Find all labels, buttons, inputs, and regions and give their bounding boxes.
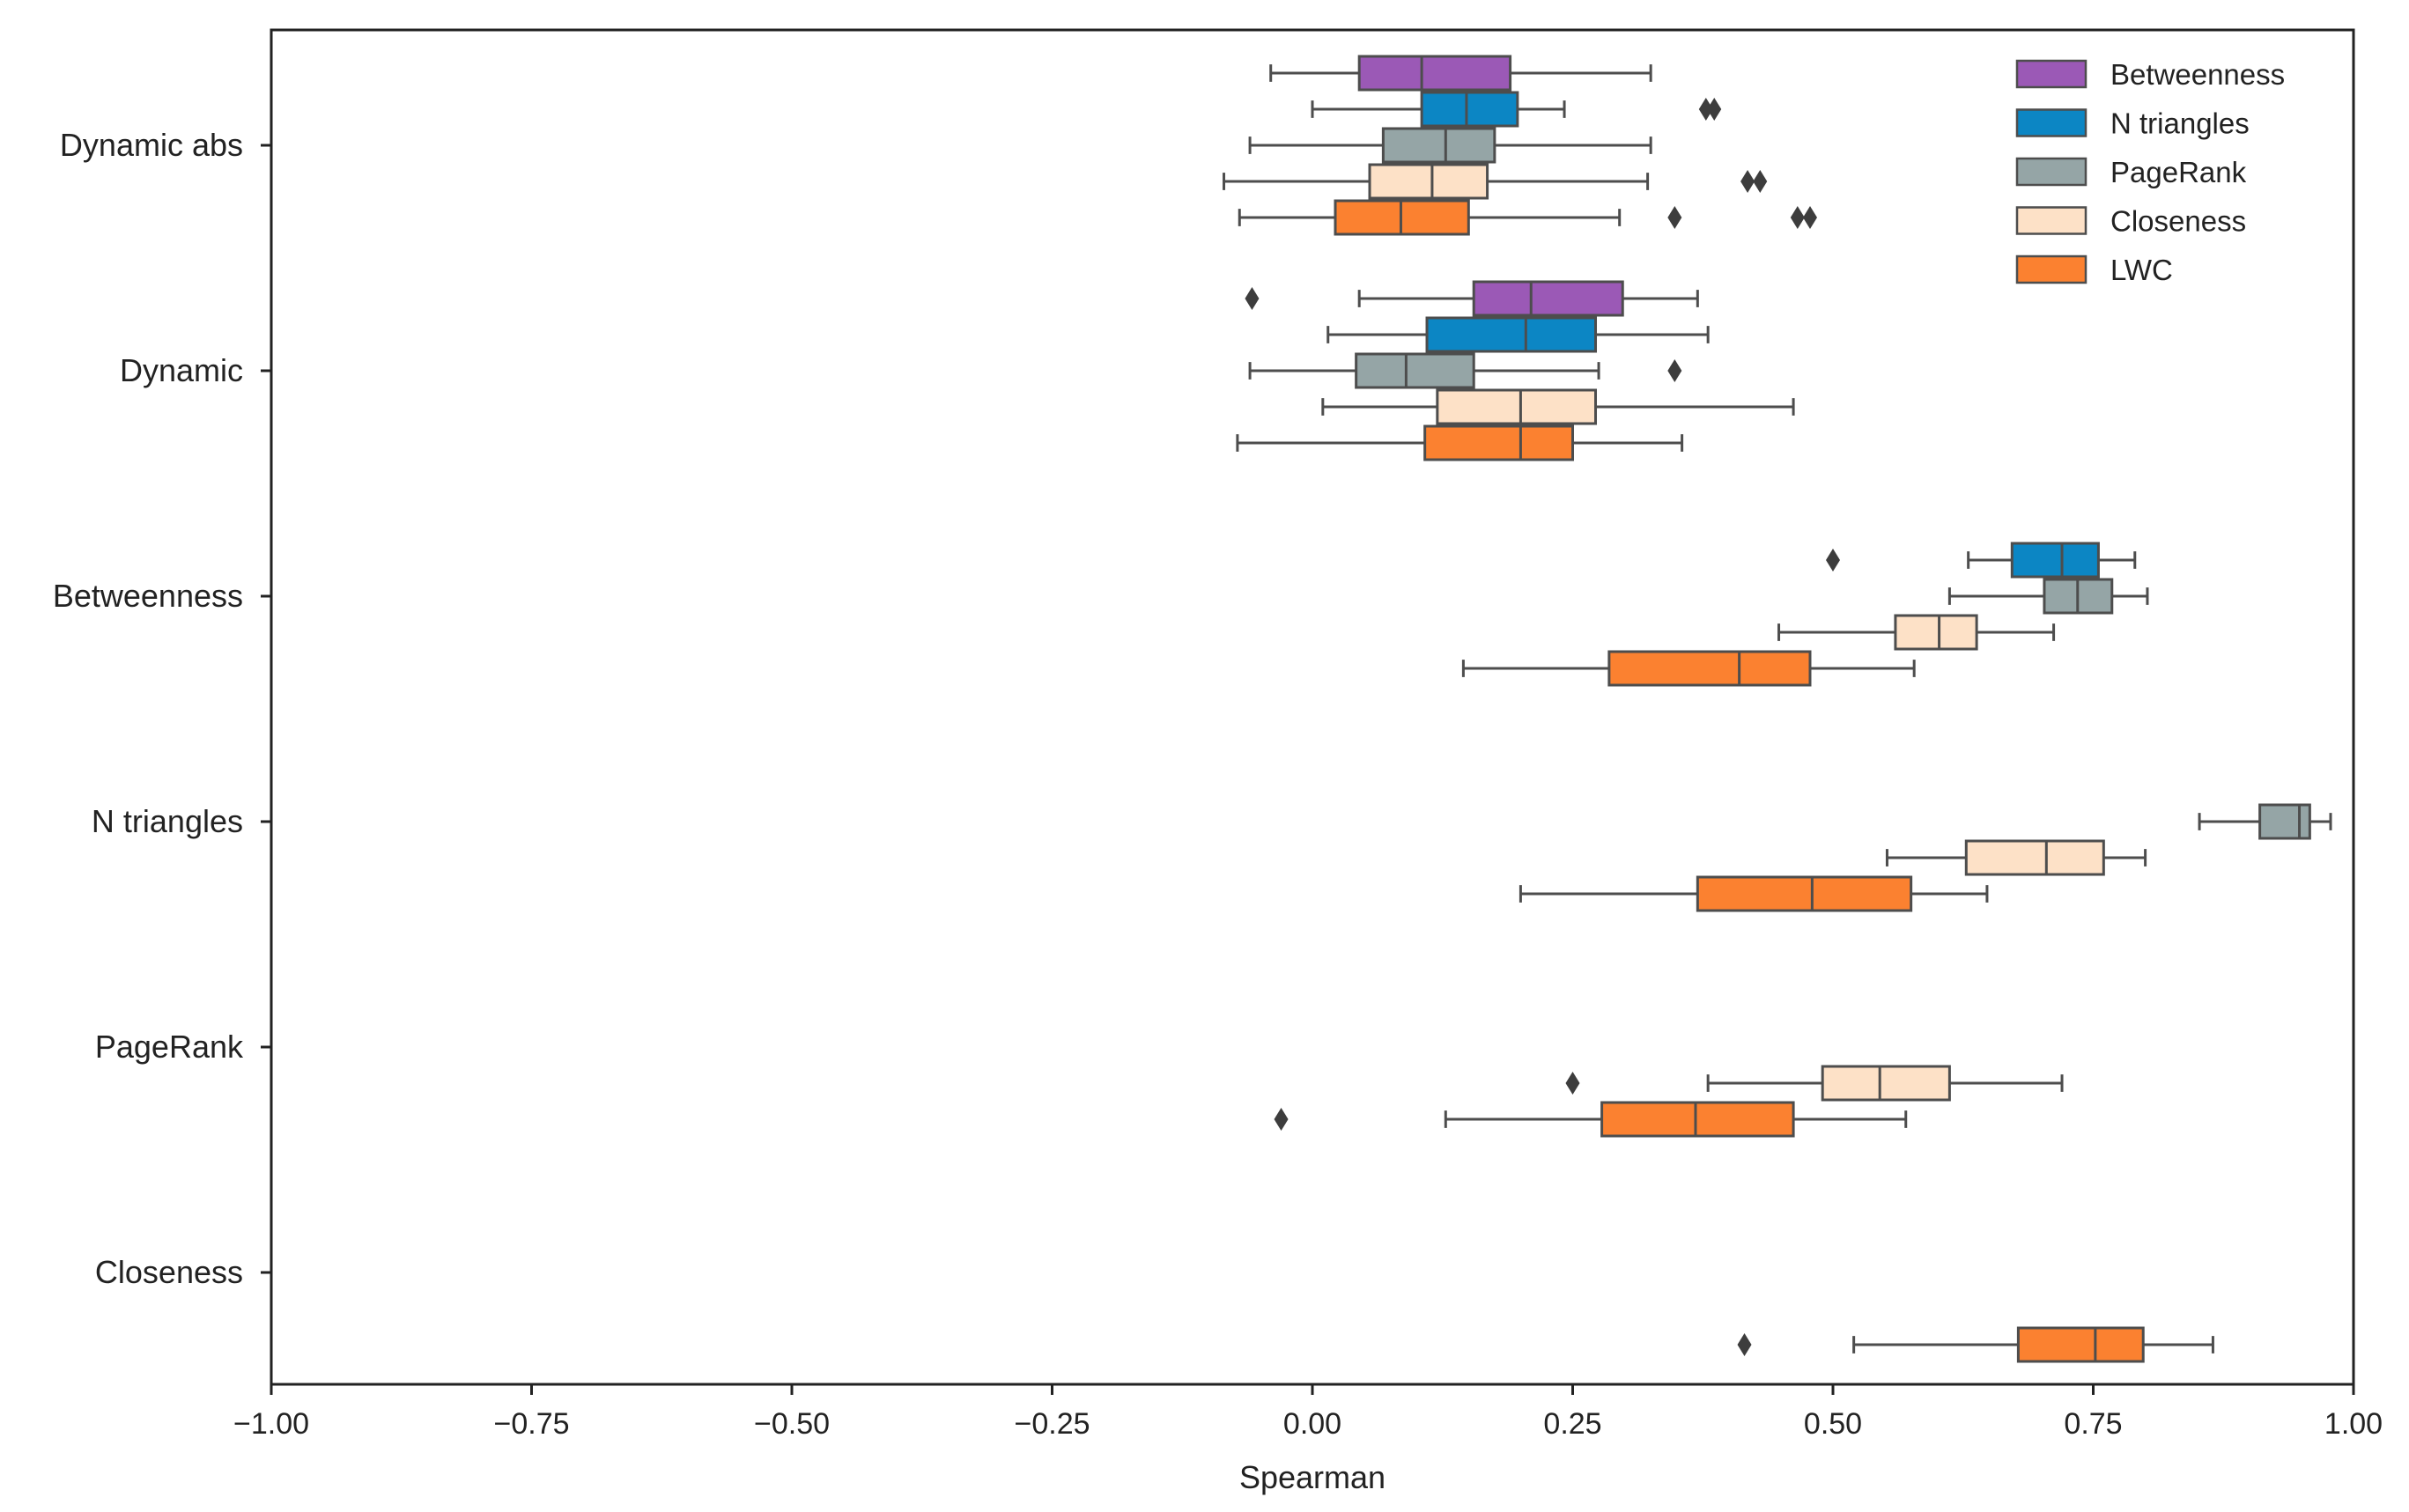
x-tick-label: 0.25 xyxy=(1543,1407,1601,1441)
category-label-pagerank: PageRank xyxy=(95,1029,244,1065)
box-dynamic-abs-pagerank xyxy=(1248,127,1652,164)
box-dynamic-abs-betweenness xyxy=(1269,55,1652,92)
box-betweenness-closeness xyxy=(1777,614,2056,651)
box-iqr xyxy=(1420,91,1519,128)
legend-swatch xyxy=(2015,157,2088,187)
box-dynamic-closeness xyxy=(1321,388,1795,425)
legend-label: PageRank xyxy=(2110,156,2247,188)
box-iqr xyxy=(1355,352,1475,389)
box-pagerank-lwc xyxy=(1274,1101,1908,1138)
category-labels: Dynamic abs Dynamic Betweenness N triangles… xyxy=(53,127,271,1290)
category-label-n-triangles: N triangles xyxy=(92,803,243,839)
box-iqr xyxy=(1964,839,2105,876)
box-betweenness-n-triangles xyxy=(1826,542,2137,579)
boxes-layer xyxy=(1223,55,2332,1363)
outlier-point xyxy=(1753,170,1768,193)
x-tick-label: 1.00 xyxy=(2324,1407,2383,1441)
box-iqr xyxy=(1381,127,1496,164)
box-closeness-lwc xyxy=(1737,1326,2214,1363)
category-label-dynamic: Dynamic xyxy=(120,352,243,388)
box-iqr xyxy=(1425,316,1598,353)
x-tick-label: −1.00 xyxy=(233,1407,309,1441)
legend-swatch xyxy=(2015,108,2088,137)
outlier-point xyxy=(1802,206,1817,229)
outlier-point xyxy=(1667,359,1682,382)
outlier-point xyxy=(1826,549,1840,572)
box-iqr xyxy=(1821,1065,1951,1102)
box-iqr xyxy=(2258,803,2311,840)
box-dynamic-pagerank xyxy=(1248,352,1682,389)
box-pagerank-closeness xyxy=(1565,1065,2064,1102)
legend-label: N triangles xyxy=(2110,107,2250,140)
box-iqr xyxy=(1696,875,1913,912)
legend-item-n-triangles: N triangles xyxy=(2015,107,2250,140)
box-dynamic-lwc xyxy=(1236,424,1684,461)
box-iqr xyxy=(1436,388,1598,425)
box-betweenness-lwc xyxy=(1461,650,1916,687)
x-tick-label: 0.50 xyxy=(1804,1407,1862,1441)
outlier-point xyxy=(1737,1333,1752,1356)
legend-swatch xyxy=(2015,206,2088,235)
x-tick-label: 0.00 xyxy=(1283,1407,1341,1441)
legend: Betweenness N triangles PageRank Closeness L… xyxy=(2015,58,2285,286)
box-dynamic-abs-n-triangles xyxy=(1311,91,1722,128)
legend-item-betweenness: Betweenness xyxy=(2015,58,2285,91)
box-iqr xyxy=(1368,163,1489,200)
box-iqr xyxy=(1894,614,1978,651)
outlier-point xyxy=(1698,98,1713,121)
category-label-betweenness: Betweenness xyxy=(53,578,243,614)
box-iqr xyxy=(1600,1101,1795,1138)
legend-item-pagerank: PageRank xyxy=(2015,156,2247,188)
box-n-triangles-lwc xyxy=(1519,875,1989,912)
box-iqr xyxy=(1423,424,1574,461)
category-label-dynamic-abs: Dynamic abs xyxy=(60,127,243,163)
box-iqr xyxy=(1472,280,1624,317)
box-dynamic-n-triangles xyxy=(1326,316,1710,353)
legend-label: Betweenness xyxy=(2110,58,2285,91)
x-axis-label: Spearman xyxy=(1239,1459,1386,1495)
box-dynamic-betweenness xyxy=(1245,280,1699,317)
box-n-triangles-pagerank xyxy=(2198,803,2332,840)
x-tick-label: −0.75 xyxy=(493,1407,569,1441)
box-iqr xyxy=(1357,55,1512,92)
category-label-closeness: Closeness xyxy=(95,1254,243,1290)
box-dynamic-abs-lwc xyxy=(1238,199,1817,236)
legend-item-closeness: Closeness xyxy=(2015,205,2246,238)
x-tick-label: −0.50 xyxy=(754,1407,830,1441)
outlier-point xyxy=(1667,206,1682,229)
x-tick-label: 0.75 xyxy=(2064,1407,2122,1441)
outlier-point xyxy=(1740,170,1755,193)
box-iqr xyxy=(2010,542,2100,579)
legend-swatch xyxy=(2015,254,2088,284)
box-n-triangles-closeness xyxy=(1885,839,2147,876)
x-ticks: −1.00 −0.75 −0.50 −0.25 0.00 0.25 0.50 0.75 1.00 xyxy=(233,1384,2383,1441)
box-iqr xyxy=(2016,1326,2145,1363)
outlier-point xyxy=(1707,98,1722,121)
legend-label: LWC xyxy=(2110,254,2173,286)
outlier-point xyxy=(1274,1108,1289,1131)
legend-swatch xyxy=(2015,59,2088,89)
outlier-point xyxy=(1245,287,1260,310)
box-betweenness-pagerank xyxy=(1947,578,2149,615)
outlier-point xyxy=(1790,206,1805,229)
legend-label: Closeness xyxy=(2110,205,2246,238)
box-dynamic-abs-closeness xyxy=(1223,163,1768,200)
x-tick-label: −0.25 xyxy=(1014,1407,1090,1441)
box-iqr xyxy=(1607,650,1812,687)
legend-item-lwc: LWC xyxy=(2015,254,2173,286)
outlier-point xyxy=(1565,1072,1580,1095)
